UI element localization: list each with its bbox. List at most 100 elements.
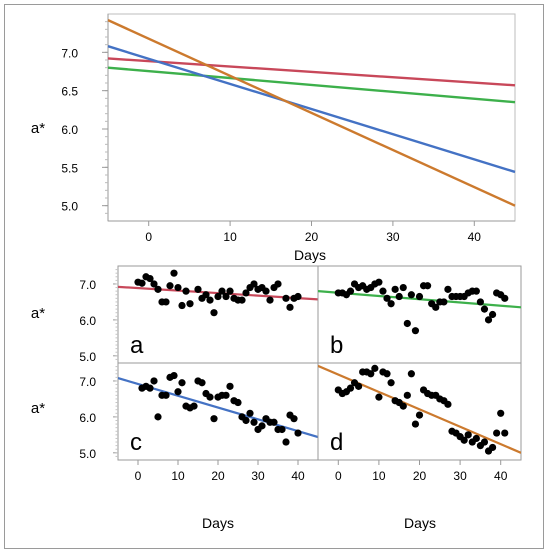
x-tick-label: 20 — [305, 230, 319, 244]
data-point — [367, 370, 375, 378]
data-point — [210, 415, 218, 423]
panel-d: d 0 10 20 30 40 — [317, 362, 522, 483]
y-tick-label: 7.0 — [79, 278, 96, 292]
data-point — [501, 429, 509, 437]
data-point — [182, 287, 190, 295]
data-point — [194, 285, 202, 293]
data-point — [387, 379, 395, 387]
data-point — [154, 413, 162, 421]
data-point — [190, 402, 198, 410]
y-tick-label: 6.5 — [61, 85, 78, 99]
data-point — [346, 384, 355, 392]
data-point — [150, 377, 158, 385]
data-point — [480, 438, 489, 446]
data-point — [234, 398, 242, 407]
data-point — [375, 393, 383, 401]
data-point — [383, 370, 391, 378]
data-point — [371, 364, 379, 372]
series-line — [107, 57, 516, 87]
data-point — [294, 292, 302, 301]
data-point — [395, 292, 403, 301]
y-axis-label-row1: a* — [31, 305, 45, 322]
data-point — [411, 327, 420, 335]
data-point — [415, 292, 424, 301]
data-point — [178, 301, 186, 310]
data-point — [170, 371, 178, 380]
series-line — [107, 45, 516, 174]
y-tick-label: 5.0 — [61, 200, 78, 214]
x-tick-label: 20 — [211, 469, 225, 483]
data-point — [355, 382, 363, 390]
x-tick-label: 30 — [453, 469, 467, 483]
panel-b: b — [317, 265, 522, 364]
data-point — [493, 429, 501, 437]
y-tick-label: 5.0 — [79, 350, 96, 364]
data-point — [346, 287, 355, 295]
y-tick-label: 6.0 — [79, 314, 96, 328]
data-point — [488, 443, 497, 452]
data-point — [274, 280, 282, 288]
figure-frame — [4, 4, 544, 549]
data-point — [246, 409, 254, 417]
data-point — [250, 280, 258, 288]
series-line — [107, 19, 516, 207]
data-point — [294, 429, 302, 437]
panel-label: d — [330, 429, 343, 456]
data-point — [399, 283, 407, 292]
scatter-panels: a 5.0 6.0 7.0 b c 5.0 6.0 7.0 0 10 20 30 40 d 0 10 20 30 40 — [79, 265, 522, 483]
data-point — [266, 296, 274, 304]
y-axis-label: a* — [31, 120, 45, 137]
x-tick-label: 10 — [372, 469, 386, 483]
x-tick-label: 0 — [335, 469, 342, 483]
y-tick-label: 6.0 — [61, 123, 78, 137]
y-tick-label: 7.0 — [61, 46, 78, 60]
combined-regression-chart: 5.0 5.5 6.0 6.5 7.0 0 10 20 30 40 a* Days — [31, 13, 516, 263]
panel-a: a 5.0 6.0 7.0 — [79, 265, 319, 364]
data-point — [415, 411, 424, 419]
data-point — [407, 370, 415, 378]
y-tick-labels: 5.0 5.5 6.0 6.5 7.0 — [61, 46, 108, 214]
data-point — [226, 382, 234, 390]
data-point — [222, 292, 230, 301]
panel-frame — [117, 362, 319, 461]
data-point — [411, 420, 420, 428]
x-tick-label: 0 — [145, 230, 152, 244]
x-tick-label: 30 — [251, 469, 265, 483]
data-point — [501, 294, 509, 302]
data-point — [222, 391, 230, 399]
data-point — [472, 434, 480, 443]
data-point — [403, 391, 411, 399]
data-point — [403, 319, 411, 328]
x-tick-label: 10 — [223, 230, 237, 244]
data-point — [206, 296, 214, 304]
data-point — [407, 291, 415, 299]
data-point — [170, 269, 178, 277]
x-tick-label: 40 — [291, 469, 305, 483]
y-tick-label: 7.0 — [79, 375, 96, 389]
data-point — [146, 384, 154, 392]
data-point — [480, 305, 489, 313]
data-point — [444, 285, 452, 293]
data-point — [154, 285, 162, 293]
data-point — [399, 402, 407, 410]
data-point — [444, 400, 452, 408]
data-point — [464, 431, 472, 439]
y-tick-label: 6.0 — [79, 411, 96, 425]
data-point — [210, 309, 218, 317]
data-point — [162, 298, 170, 306]
fit-line — [318, 364, 521, 454]
data-point — [476, 298, 484, 306]
data-point — [391, 285, 399, 293]
data-point — [387, 300, 395, 308]
panel-label: a — [130, 332, 144, 359]
data-point — [202, 291, 210, 299]
data-point — [242, 416, 250, 425]
data-point — [138, 279, 146, 287]
data-point — [290, 415, 298, 423]
data-point — [379, 287, 387, 295]
data-point — [174, 283, 182, 292]
data-point — [146, 274, 154, 283]
data-point — [178, 379, 186, 387]
data-point — [484, 316, 493, 324]
data-point — [432, 303, 440, 311]
